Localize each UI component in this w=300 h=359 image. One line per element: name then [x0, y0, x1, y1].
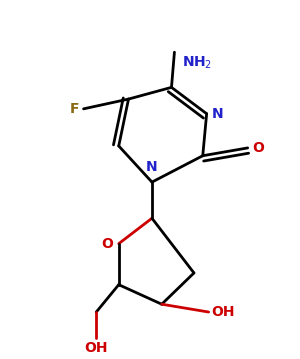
Text: OH: OH — [85, 341, 108, 355]
Text: O: O — [101, 237, 113, 251]
Text: O: O — [253, 141, 264, 155]
Text: NH$_2$: NH$_2$ — [182, 54, 212, 70]
Text: F: F — [70, 102, 80, 116]
Text: N: N — [212, 107, 223, 121]
Text: N: N — [146, 160, 158, 174]
Text: OH: OH — [212, 305, 235, 319]
